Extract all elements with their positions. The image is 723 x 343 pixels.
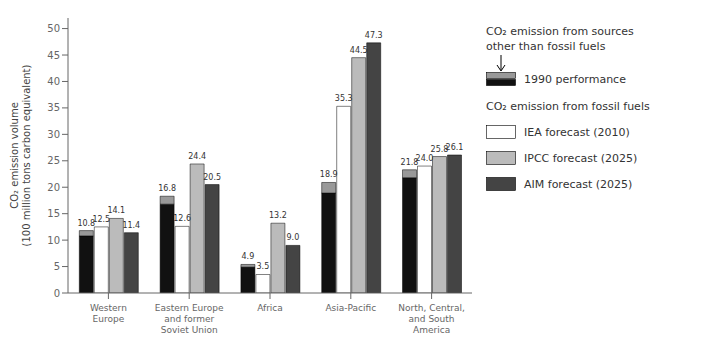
svg-text:Eastern Europeand formerSoviet: Eastern Europeand formerSoviet Union xyxy=(155,303,224,335)
svg-text:35.3: 35.3 xyxy=(335,94,353,103)
html-text:AIM forecast (2025): AIM forecast (2025) xyxy=(524,177,633,191)
svg-text:16.8: 16.8 xyxy=(158,184,176,193)
svg-text:40: 40 xyxy=(47,76,60,87)
svg-text:24.4: 24.4 xyxy=(188,152,206,161)
html-text:IEA forecast (2010): IEA forecast (2010) xyxy=(524,125,630,139)
svg-text:11.4: 11.4 xyxy=(122,221,140,230)
svg-text:4.9: 4.9 xyxy=(242,252,255,261)
svg-text:3.5: 3.5 xyxy=(257,262,270,271)
svg-text:14.1: 14.1 xyxy=(107,206,125,215)
svg-text:5: 5 xyxy=(54,261,60,272)
svg-text:WesternEurope: WesternEurope xyxy=(90,303,127,324)
svg-text:45: 45 xyxy=(47,50,60,61)
svg-text:25.8: 25.8 xyxy=(430,144,449,154)
svg-text:10: 10 xyxy=(47,235,60,246)
svg-text:13.2: 13.2 xyxy=(269,211,287,220)
svg-text:9.0: 9.0 xyxy=(287,233,300,242)
html-text:IPCC forecast (2025): IPCC forecast (2025) xyxy=(524,151,638,165)
svg-text:Asia-Pacific: Asia-Pacific xyxy=(325,303,376,313)
svg-text:North, Central,and SouthAmeric: North, Central,and SouthAmerica xyxy=(398,303,465,335)
svg-text:12.5: 12.5 xyxy=(92,215,110,224)
html-text:CO₂ emission from fossil fuels: CO₂ emission from fossil fuels xyxy=(486,100,650,113)
svg-text:12.6: 12.6 xyxy=(173,214,191,223)
svg-text:24.0: 24.0 xyxy=(416,154,434,163)
svg-text:21.8: 21.8 xyxy=(400,157,419,167)
svg-text:CO₂ emission volume(100 millio: CO₂ emission volume(100 million tons car… xyxy=(9,64,32,246)
svg-text:Africa: Africa xyxy=(257,303,283,313)
svg-text:26.1: 26.1 xyxy=(446,143,464,152)
svg-text:20.5: 20.5 xyxy=(203,173,221,182)
html-text:CO₂ emission from sources othe: CO₂ emission from sources other than fos… xyxy=(486,25,634,53)
svg-text:0: 0 xyxy=(54,288,60,299)
svg-text:47.3: 47.3 xyxy=(365,31,383,40)
svg-text:35: 35 xyxy=(47,102,60,113)
svg-text:20: 20 xyxy=(47,182,60,193)
svg-text:15: 15 xyxy=(47,208,60,219)
html-text:1990 performance: 1990 performance xyxy=(524,72,626,86)
svg-text:50: 50 xyxy=(47,23,60,34)
svg-text:44.5: 44.5 xyxy=(350,46,368,55)
svg-text:18.9: 18.9 xyxy=(320,170,338,179)
svg-text:30: 30 xyxy=(47,129,60,140)
svg-text:25: 25 xyxy=(47,155,60,166)
svg-text:10.8: 10.8 xyxy=(77,218,96,228)
